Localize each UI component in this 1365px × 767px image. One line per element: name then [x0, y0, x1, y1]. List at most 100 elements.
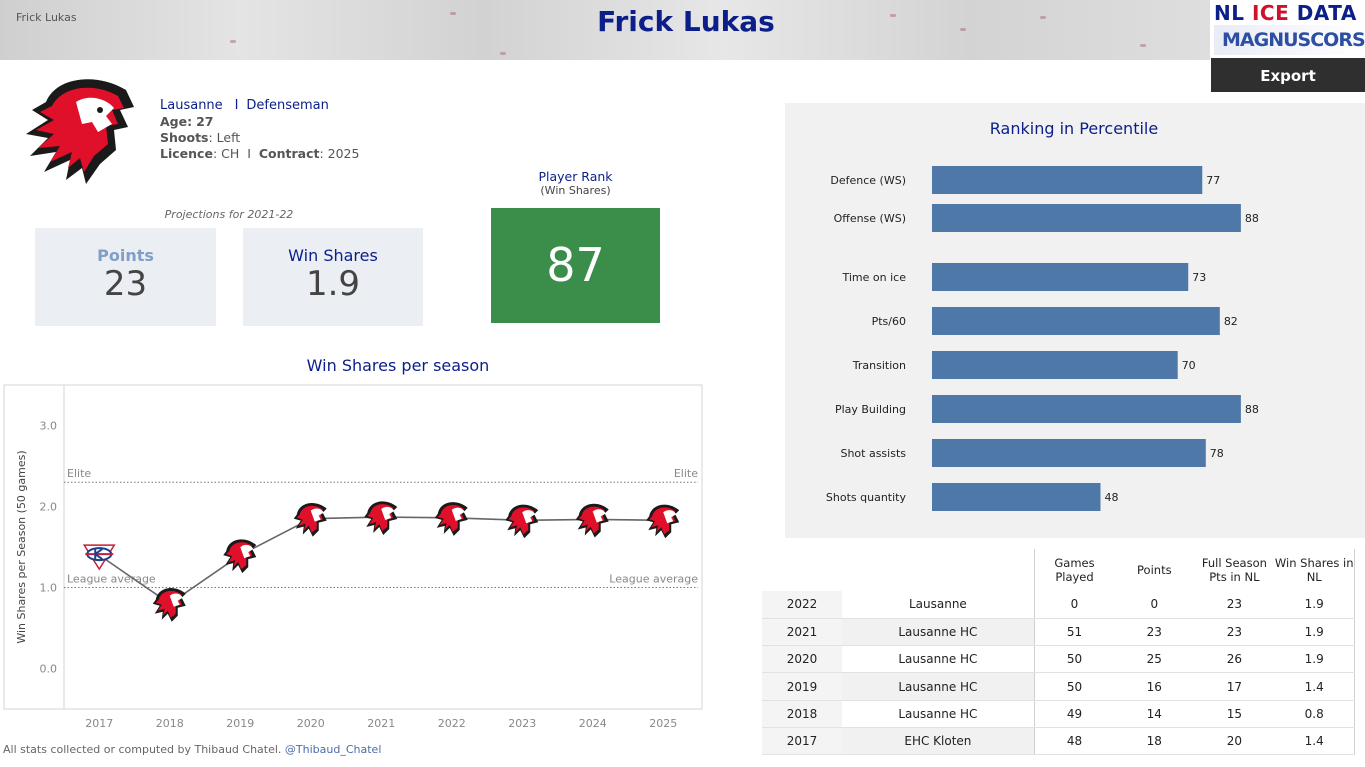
export-button[interactable]: Export: [1211, 58, 1365, 92]
cell-games-played: 51: [1033, 618, 1115, 647]
projections-label: Projections for 2021-22: [164, 208, 294, 221]
table-row: 2018 Lausanne HC 49 14 15 0.8: [762, 700, 1356, 728]
ranking-bar: [932, 351, 1178, 379]
ranking-category-label: Transition: [852, 359, 906, 372]
player-position: Defenseman: [246, 98, 329, 113]
lion-head-icon: [434, 502, 468, 536]
kloten-logo-icon: [82, 544, 116, 571]
cell-points: 25: [1114, 645, 1195, 674]
ranking-value-label: 88: [1245, 403, 1259, 416]
ranking-value-label: 88: [1245, 212, 1259, 225]
ranking-value-label: 78: [1210, 447, 1224, 460]
player-age: 27: [196, 114, 214, 129]
cell-games-played: 50: [1033, 645, 1115, 674]
table-header-row: Games Played Points Full Season Pts in N…: [762, 549, 1356, 591]
logo-text: NL ICE DATA: [1214, 1, 1357, 25]
points-label: Points: [97, 246, 154, 265]
stats-table: Games Played Points Full Season Pts in N…: [762, 549, 1356, 756]
cell-year: 2020: [762, 645, 843, 674]
ranking-title: Ranking in Percentile: [989, 119, 1159, 138]
player-licence: : CH: [212, 146, 240, 161]
x-tick-label: 2017: [85, 717, 113, 730]
cell-games-played: 50: [1033, 672, 1115, 701]
win-shares-value: 1.9: [305, 264, 361, 304]
ranking-panel: Ranking in Percentile Defence (WS) 77 Offe…: [785, 103, 1365, 538]
cell-year: 2017: [762, 727, 843, 756]
x-tick-label: 2024: [579, 717, 607, 730]
cell-team: Lausanne HC: [842, 700, 1035, 728]
cell-win-shares: 1.9: [1274, 645, 1356, 674]
col-win-shares: Win Shares in NL: [1274, 549, 1356, 591]
cell-win-shares: 1.9: [1274, 591, 1356, 619]
cell-win-shares: 1.4: [1274, 727, 1356, 756]
player-contract: : 2025: [319, 146, 360, 161]
ranking-value-label: 70: [1182, 359, 1196, 372]
ranking-category-label: Time on ice: [842, 271, 907, 284]
cell-points: 23: [1114, 618, 1195, 647]
x-tick-label: 2021: [367, 717, 395, 730]
lion-head-icon: [364, 501, 398, 536]
cell-full-season-pts: 17: [1194, 672, 1275, 701]
x-tick-label: 2023: [508, 717, 536, 730]
table-row: 2022 Lausanne 0 0 23 1.9: [762, 591, 1356, 619]
win-shares-label: Win Shares: [288, 246, 378, 265]
table-row: 2019 Lausanne HC 50 16 17 1.4: [762, 672, 1356, 701]
ranking-bar: [932, 204, 1241, 232]
cell-games-played: 48: [1033, 727, 1115, 756]
points-kpi: Points 23: [35, 228, 216, 326]
ranking-bar: [932, 483, 1101, 511]
footer-credit: All stats collected or computed by Thiba…: [3, 743, 382, 756]
lion-head-icon: [152, 588, 186, 622]
y-axis-label: Win Shares per Season (50 games): [15, 450, 28, 643]
cell-win-shares: 1.4: [1274, 672, 1356, 701]
cell-team: Lausanne HC: [842, 645, 1035, 674]
lion-head-icon: [505, 504, 539, 539]
nl-ice-data-logo: NL ICE DATA MAGNUSCORSI: [1210, 0, 1365, 58]
player-rank-value: 87: [491, 208, 660, 323]
ranking-category-label: Pts/60: [872, 315, 906, 328]
y-tick-label: 0.0: [40, 663, 58, 676]
ranking-chart: Defence (WS) 77 Offense (WS) 88 Time on ice 7…: [826, 166, 1259, 511]
table-row: 2021 Lausanne HC 51 23 23 1.9: [762, 618, 1356, 647]
col-points: Points: [1137, 563, 1172, 577]
plot-frame: [3, 384, 703, 710]
cell-points: 0: [1114, 591, 1195, 619]
ranking-category-label: Shot assists: [840, 447, 906, 460]
ranking-value-label: 82: [1224, 315, 1238, 328]
col-games-played: Games Played: [1033, 549, 1115, 591]
header-banner: Frick Lukas: [0, 0, 1210, 60]
cell-team: Lausanne: [842, 591, 1035, 619]
author-handle-link[interactable]: @Thibaud_Chatel: [284, 743, 382, 756]
lion-head-icon: [575, 503, 609, 538]
cell-full-season-pts: 20: [1194, 727, 1275, 756]
y-tick-label: 2.0: [40, 501, 58, 514]
player-info: Lausanne I Defenseman Age: 27 Shoots: Le…: [160, 98, 360, 161]
win-shares-chart: 0.0 1.0 2.0 3.0 Win Shares per Season (50 ga…: [3, 384, 703, 730]
x-tick-label: 2022: [438, 717, 466, 730]
header-player-name: Frick Lukas: [16, 11, 77, 24]
table-row: 2017 EHC Kloten 48 18 20 1.4: [762, 727, 1356, 756]
ws-chart-title: Win Shares per season: [306, 356, 490, 375]
x-tick-label: 2020: [297, 717, 325, 730]
ranking-category-label: Shots quantity: [826, 491, 907, 504]
cell-team: Lausanne HC: [842, 672, 1035, 701]
cell-games-played: 49: [1033, 700, 1115, 728]
table-row: 2020 Lausanne HC 50 25 26 1.9: [762, 645, 1356, 674]
lion-head-icon: [26, 72, 138, 188]
page-title: Frick Lukas: [597, 5, 775, 38]
cell-points: 16: [1114, 672, 1195, 701]
lion-head-icon: [223, 539, 257, 574]
ranking-category-label: Play Building: [835, 403, 906, 416]
x-tick-label: 2018: [156, 717, 184, 730]
ranking-value-label: 77: [1206, 174, 1220, 187]
ranking-value-label: 48: [1104, 491, 1118, 504]
cell-points: 18: [1114, 727, 1195, 756]
player-team: Lausanne: [160, 98, 223, 113]
cell-year: 2021: [762, 618, 843, 647]
logo-subtext: MAGNUSCORSI: [1214, 25, 1365, 55]
ranking-bar: [932, 166, 1203, 194]
cell-win-shares: 0.8: [1274, 700, 1356, 728]
win-shares-kpi: Win Shares 1.9: [243, 228, 423, 326]
cell-year: 2022: [762, 591, 843, 619]
